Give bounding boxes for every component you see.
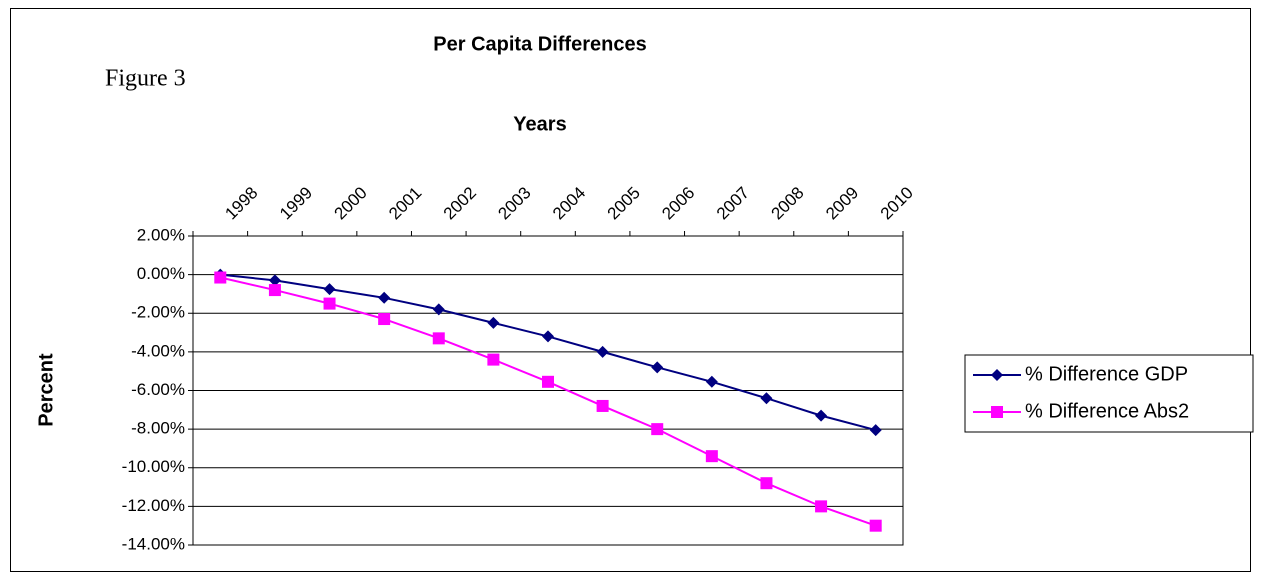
- point: [596, 399, 609, 412]
- legend-marker: [991, 369, 1003, 381]
- point: [487, 353, 500, 366]
- point: [760, 477, 773, 490]
- point: [651, 361, 664, 374]
- legend-label: % Difference GDP: [1025, 363, 1188, 385]
- chart-title: Per Capita Differences: [433, 33, 646, 55]
- point: [378, 313, 391, 326]
- y-tick-label: 2.00%: [137, 225, 185, 244]
- point: [214, 271, 227, 284]
- y-tick-label: -2.00%: [131, 303, 185, 322]
- point: [268, 284, 281, 297]
- x-axis-title: Years: [513, 113, 566, 135]
- figure-label: Figure 3: [105, 66, 186, 92]
- y-tick-label: -6.00%: [131, 380, 185, 399]
- y-tick-label: -8.00%: [131, 419, 185, 438]
- point: [651, 423, 664, 436]
- point: [487, 316, 500, 329]
- point: [323, 297, 336, 310]
- point: [815, 409, 828, 422]
- point: [378, 291, 391, 304]
- y-axis-title: Percent: [35, 353, 57, 427]
- y-tick-label: 0.00%: [137, 264, 185, 283]
- legend: % Difference GDP % Difference Abs2: [964, 354, 1254, 433]
- point: [432, 303, 445, 316]
- legend-marker: [991, 406, 1003, 418]
- point: [869, 424, 882, 437]
- y-tick-label: -4.00%: [131, 341, 185, 360]
- point: [323, 283, 336, 296]
- point: [432, 332, 445, 345]
- plot-area: [192, 235, 904, 546]
- y-tick-label: -12.00%: [122, 496, 185, 515]
- point: [542, 375, 554, 388]
- legend-label: % Difference Abs2: [1025, 400, 1189, 422]
- point: [268, 274, 281, 287]
- point: [705, 375, 718, 388]
- point: [869, 519, 882, 532]
- chart-border: [10, 8, 1251, 572]
- point: [596, 345, 609, 358]
- point: [815, 500, 828, 513]
- point: [760, 392, 773, 405]
- point: [542, 330, 554, 343]
- legend-box: [964, 354, 1254, 433]
- y-tick-label: -14.00%: [122, 534, 185, 553]
- point: [705, 450, 718, 463]
- y-tick-label: -10.00%: [122, 457, 185, 476]
